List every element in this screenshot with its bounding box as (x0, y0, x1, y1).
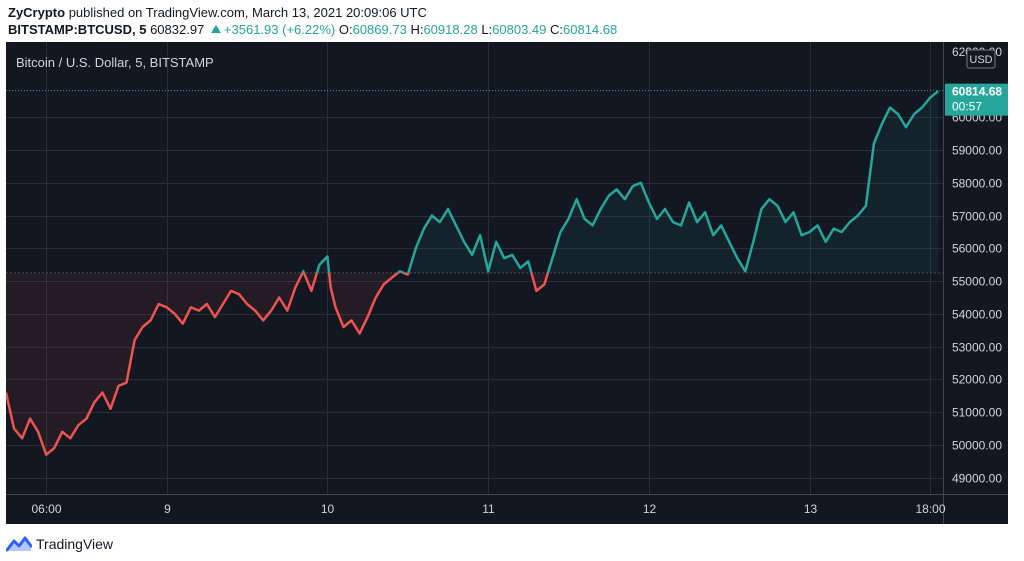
x-tick-label: 06:00 (31, 502, 61, 516)
high-label: H: (410, 22, 424, 37)
up-area-fill (6, 91, 939, 273)
open-label: O: (338, 22, 353, 37)
high-value: 60918.28 (423, 22, 478, 37)
x-tick-label: 13 (804, 502, 818, 516)
change-value: +3561.93 (+6.22%) (223, 22, 336, 37)
low-label: L: (481, 22, 493, 37)
y-tick-label: 59000.00 (952, 144, 1002, 158)
chart-background (6, 42, 1008, 524)
y-tick-label: 56000.00 (952, 242, 1002, 256)
y-tick-label: 50000.00 (952, 439, 1002, 453)
close-label: C: (550, 22, 564, 37)
y-tick-label: 55000.00 (952, 275, 1002, 289)
publisher-name[interactable]: ZyCrypto (8, 5, 66, 20)
area-fill (6, 91, 939, 455)
open-value: 60869.73 (352, 22, 407, 37)
price-series (6, 90, 939, 456)
y-tick-label: 57000.00 (952, 210, 1002, 224)
currency-badge[interactable]: USD (966, 49, 996, 69)
countdown-label: 00:57 (952, 100, 982, 114)
published-line: ZyCrypto published on TradingView.com, M… (8, 5, 427, 20)
up-series-line (301, 90, 939, 273)
chart-title: Bitcoin / U.S. Dollar, 5, BITSTAMP (16, 55, 214, 70)
y-tick-label: 58000.00 (952, 177, 1002, 191)
close-value: 60814.68 (563, 22, 618, 37)
symbol-label[interactable]: BITSTAMP:BTCUSD, 5 (8, 22, 147, 37)
price-chart[interactable]: 49000.00 50000.00 51000.00 52000.00 53000.00… (6, 42, 1008, 524)
last-price-badge: 60814.68 00:57 (945, 83, 1008, 116)
up-arrow-icon (210, 25, 221, 33)
x-tick-label: 12 (643, 502, 657, 516)
y-tick-label: 49000.00 (952, 472, 1002, 486)
down-area-fill (6, 272, 548, 455)
time-axis[interactable]: 06:00 9 10 11 12 13 18:00 (31, 502, 945, 516)
y-tick-label: 53000.00 (952, 341, 1002, 355)
published-text: published on TradingView.com, March 13, … (68, 5, 427, 20)
y-tick-label: 52000.00 (952, 373, 1002, 387)
y-tick-label: 51000.00 (952, 406, 1002, 420)
x-tick-label: 10 (321, 502, 335, 516)
footer-brand[interactable]: TradingView (36, 536, 114, 552)
low-value: 60803.49 (492, 22, 547, 37)
last-price-label: 60814.68 (952, 85, 1002, 99)
quote-line: BITSTAMP:BTCUSD, 5 60832.97 +3561.93 (+6… (8, 22, 617, 37)
x-tick-label: 9 (164, 502, 171, 516)
x-tick-label: 18:00 (915, 502, 945, 516)
x-tick-label: 11 (482, 502, 495, 516)
y-tick-label: 54000.00 (952, 308, 1002, 322)
footer: TradingView (6, 534, 113, 554)
tradingview-logo-icon (6, 536, 32, 552)
down-series-line (6, 272, 550, 456)
last-price: 60832.97 (150, 22, 205, 37)
currency-label: USD (969, 54, 992, 66)
